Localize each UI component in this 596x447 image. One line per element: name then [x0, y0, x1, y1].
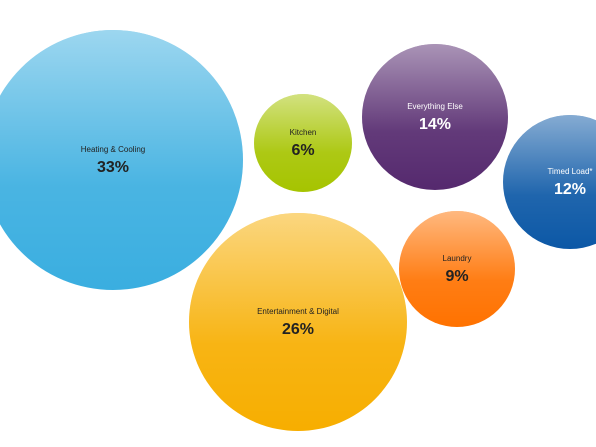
- bubble-shine: [254, 94, 352, 192]
- bubble-shine: [503, 115, 596, 249]
- bubble-category: Heating & Cooling: [81, 145, 145, 154]
- bubble-value: 14%: [419, 116, 451, 133]
- bubble-value: 12%: [554, 181, 586, 198]
- bubble-category: Entertainment & Digital: [257, 307, 339, 316]
- bubble-category: Laundry: [443, 254, 472, 263]
- bubble-value: 9%: [445, 268, 468, 285]
- bubble-category: Kitchen: [290, 128, 317, 137]
- bubble-category: Everything Else: [407, 102, 463, 111]
- bubble-value: 26%: [282, 321, 314, 338]
- bubble-shine: [189, 213, 407, 431]
- bubble-category: Timed Load*: [547, 167, 592, 176]
- bubble-shine: [399, 211, 515, 327]
- bubble-value: 33%: [97, 159, 129, 176]
- bubble-shine: [0, 30, 243, 290]
- bubble-value: 6%: [291, 142, 314, 159]
- bubble-shine: [362, 44, 508, 190]
